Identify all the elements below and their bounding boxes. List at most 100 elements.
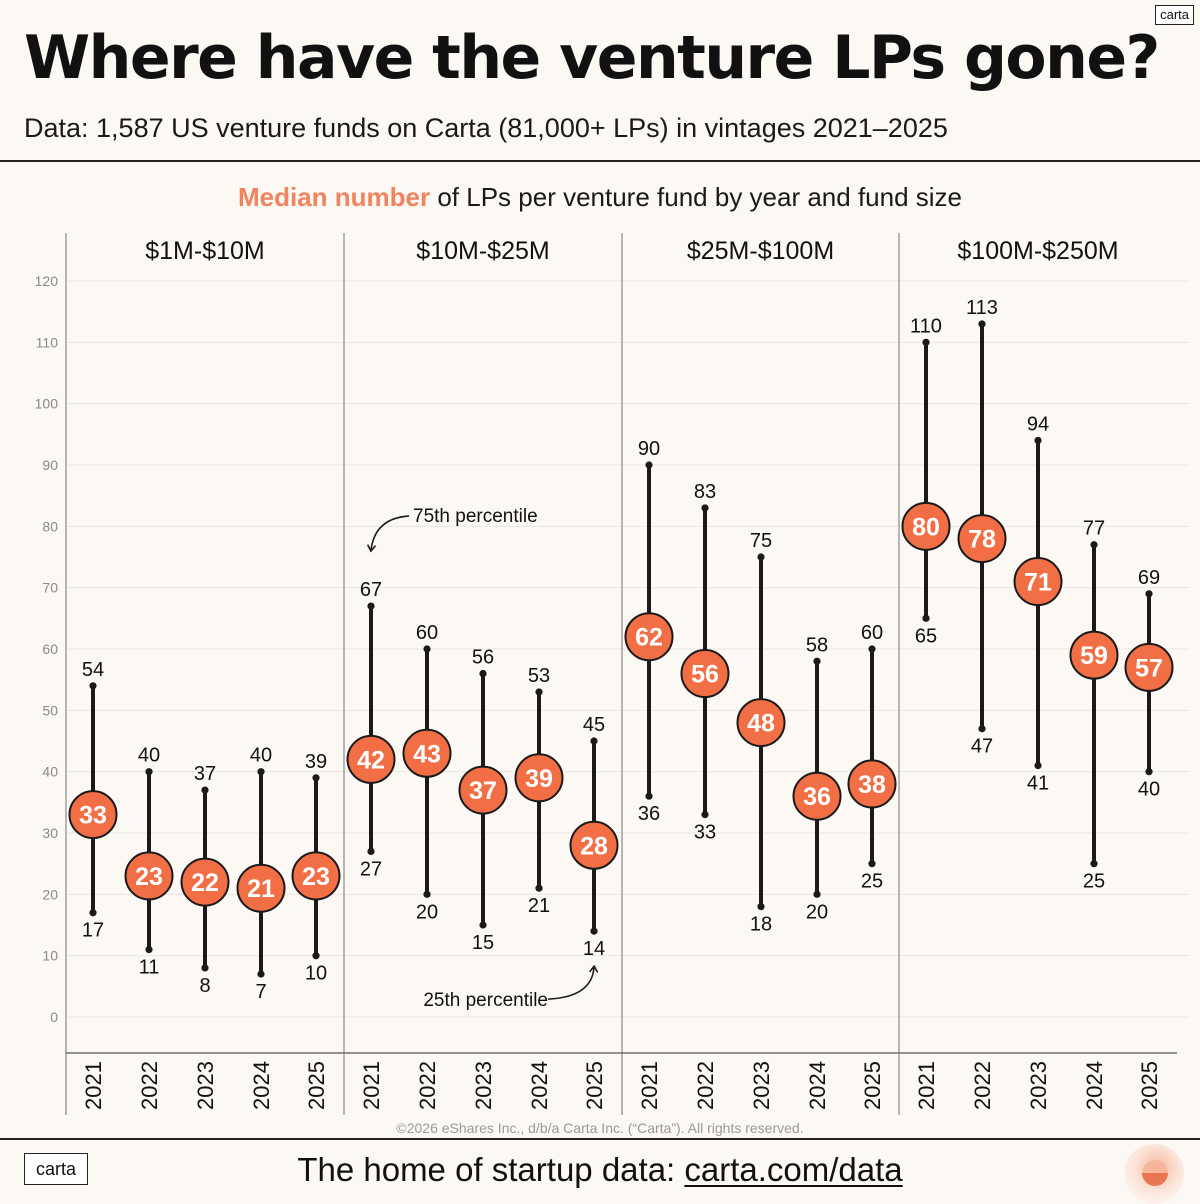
p25-endpoint (423, 890, 431, 898)
p75-label: 90 (638, 438, 660, 460)
median-dot (402, 728, 452, 778)
x-tick-year: 2022 (970, 1061, 995, 1110)
median-dot (458, 765, 508, 815)
p75-endpoint (479, 669, 487, 678)
p75-label: 113 (966, 297, 998, 319)
median-label: 48 (747, 710, 775, 738)
p75-label: 75 (750, 530, 772, 552)
p75-label: 94 (1027, 413, 1049, 435)
p75-label: 58 (806, 634, 828, 656)
p75-label: 40 (250, 745, 272, 767)
annotation-arrow-p25 (547, 964, 599, 1000)
chart-title-accent: Median number (237, 182, 431, 212)
p75-endpoint (312, 774, 320, 782)
median-dot (514, 753, 564, 803)
p75-label: 37 (194, 763, 216, 785)
median-dot (957, 514, 1007, 564)
carta-data-link[interactable]: carta.com/data (684, 1151, 903, 1188)
p75-label: 53 (528, 665, 550, 687)
p25-label: 11 (139, 957, 160, 979)
x-tick-year: 2023 (193, 1061, 218, 1110)
p25-endpoint (590, 927, 598, 935)
p75-label: 40 (138, 745, 160, 767)
x-tick-year: 2022 (415, 1061, 440, 1110)
y-tick-label: 100 (35, 396, 59, 412)
median-label: 36 (803, 783, 831, 811)
p25-label: 14 (583, 938, 605, 960)
p75-label: 83 (694, 481, 716, 503)
footer-divider (0, 1138, 1200, 1140)
p75-endpoint (1090, 541, 1098, 549)
median-label: 80 (912, 513, 940, 541)
median-dot (901, 501, 951, 551)
p25-endpoint (145, 945, 153, 954)
p75-endpoint (868, 645, 876, 653)
median-label: 43 (413, 740, 441, 768)
panel-title: $25M-$100M (687, 237, 834, 265)
median-label: 71 (1024, 569, 1052, 597)
median-dot (847, 759, 897, 809)
p75-label: 45 (583, 714, 605, 736)
median-label: 57 (1135, 654, 1163, 682)
p25-endpoint (367, 847, 375, 856)
x-tick-year: 2023 (471, 1061, 496, 1110)
p75-label: 56 (472, 647, 494, 669)
annotation-p75-text: 75th percentile (413, 506, 538, 527)
median-dot (680, 649, 730, 699)
median-dot (1069, 630, 1119, 680)
p25-label: 20 (416, 901, 438, 923)
median-label: 22 (191, 869, 219, 897)
p25-endpoint (1090, 860, 1098, 868)
p25-endpoint (757, 903, 765, 911)
p25-endpoint (479, 921, 487, 929)
x-tick-year: 2024 (805, 1061, 830, 1110)
p25-endpoint (701, 811, 709, 819)
p75-endpoint (978, 320, 986, 328)
carta-logo[interactable]: carta (24, 1153, 88, 1185)
p75-endpoint (590, 737, 598, 745)
p25-endpoint (312, 952, 320, 960)
x-tick-year: 2021 (359, 1061, 384, 1110)
p75-label: 39 (305, 751, 327, 773)
panel-title: $100M-$250M (957, 237, 1118, 265)
median-dot (624, 612, 674, 662)
x-tick-year: 2025 (582, 1061, 607, 1110)
p75-endpoint (535, 688, 543, 696)
p75-endpoint (1034, 436, 1042, 445)
p25-endpoint (201, 964, 209, 972)
decorative-orb-icon (1124, 1144, 1184, 1204)
p25-label: 8 (199, 975, 210, 997)
median-label: 42 (357, 746, 385, 774)
p75-label: 54 (82, 659, 104, 681)
median-label: 33 (79, 802, 107, 830)
annotation-p25-text: 25th percentile (423, 990, 548, 1011)
p75-label: 110 (910, 315, 942, 337)
p25-label: 18 (750, 914, 772, 936)
median-label: 39 (525, 765, 553, 793)
p75-label: 77 (1083, 518, 1105, 540)
median-label: 38 (858, 771, 886, 799)
x-tick-year: 2021 (914, 1061, 939, 1110)
median-dot (346, 734, 396, 784)
x-tick-year: 2021 (81, 1061, 106, 1110)
p75-label: 60 (416, 622, 438, 644)
p25-endpoint (257, 970, 265, 978)
y-tick-label: 0 (50, 1009, 58, 1025)
p25-label: 36 (638, 803, 660, 825)
p75-endpoint (645, 461, 653, 469)
median-label: 28 (580, 832, 608, 860)
p25-label: 17 (82, 920, 104, 942)
header-divider (0, 160, 1200, 162)
x-tick-year: 2021 (637, 1061, 662, 1110)
p25-label: 10 (305, 963, 327, 985)
p25-label: 7 (255, 981, 266, 1003)
p25-label: 65 (915, 625, 937, 647)
p75-label: 67 (360, 579, 382, 601)
p75-endpoint (922, 338, 930, 346)
p75-endpoint (145, 768, 153, 776)
p25-label: 25 (1083, 871, 1105, 893)
p75-endpoint (201, 786, 209, 794)
median-dot (291, 851, 341, 901)
carta-brand-tag: carta (1155, 5, 1194, 25)
p75-endpoint (1145, 590, 1153, 598)
